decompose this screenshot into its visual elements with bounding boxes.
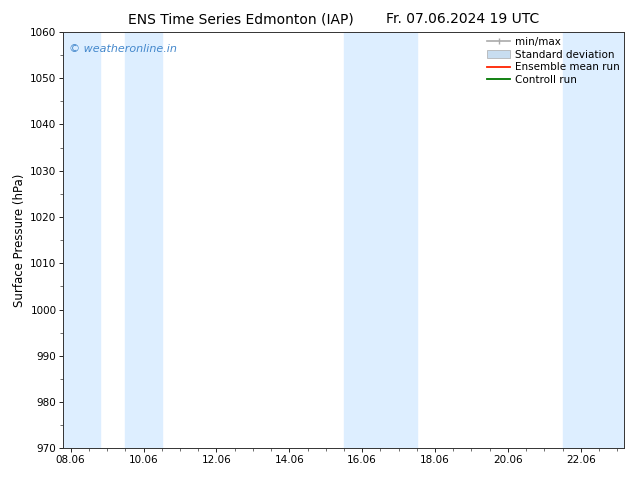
Text: ENS Time Series Edmonton (IAP): ENS Time Series Edmonton (IAP) xyxy=(128,12,354,26)
Text: © weatheronline.in: © weatheronline.in xyxy=(69,44,177,54)
Legend: min/max, Standard deviation, Ensemble mean run, Controll run: min/max, Standard deviation, Ensemble me… xyxy=(486,35,621,87)
Bar xyxy=(344,32,417,448)
Bar xyxy=(126,32,162,448)
Bar xyxy=(63,32,100,448)
Bar xyxy=(562,32,624,448)
Y-axis label: Surface Pressure (hPa): Surface Pressure (hPa) xyxy=(13,173,26,307)
Text: Fr. 07.06.2024 19 UTC: Fr. 07.06.2024 19 UTC xyxy=(386,12,540,26)
